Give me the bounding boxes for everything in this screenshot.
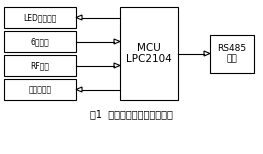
Text: MCU
LPC2104: MCU LPC2104 bbox=[126, 43, 172, 64]
Text: 图1  智能灯光控制器原理框图: 图1 智能灯光控制器原理框图 bbox=[90, 109, 173, 119]
Bar bbox=[4, 55, 76, 76]
Text: RS485
转换: RS485 转换 bbox=[218, 44, 247, 63]
Bar bbox=[210, 34, 254, 73]
Text: RF输入: RF输入 bbox=[31, 61, 49, 70]
Bar bbox=[4, 79, 76, 100]
Bar bbox=[120, 7, 178, 100]
Text: 6键输入: 6键输入 bbox=[31, 37, 49, 46]
Bar bbox=[4, 31, 76, 52]
Text: LED电源指示: LED电源指示 bbox=[23, 13, 57, 22]
Text: 调光晶闸管: 调光晶闸管 bbox=[28, 85, 52, 94]
Bar bbox=[4, 7, 76, 28]
